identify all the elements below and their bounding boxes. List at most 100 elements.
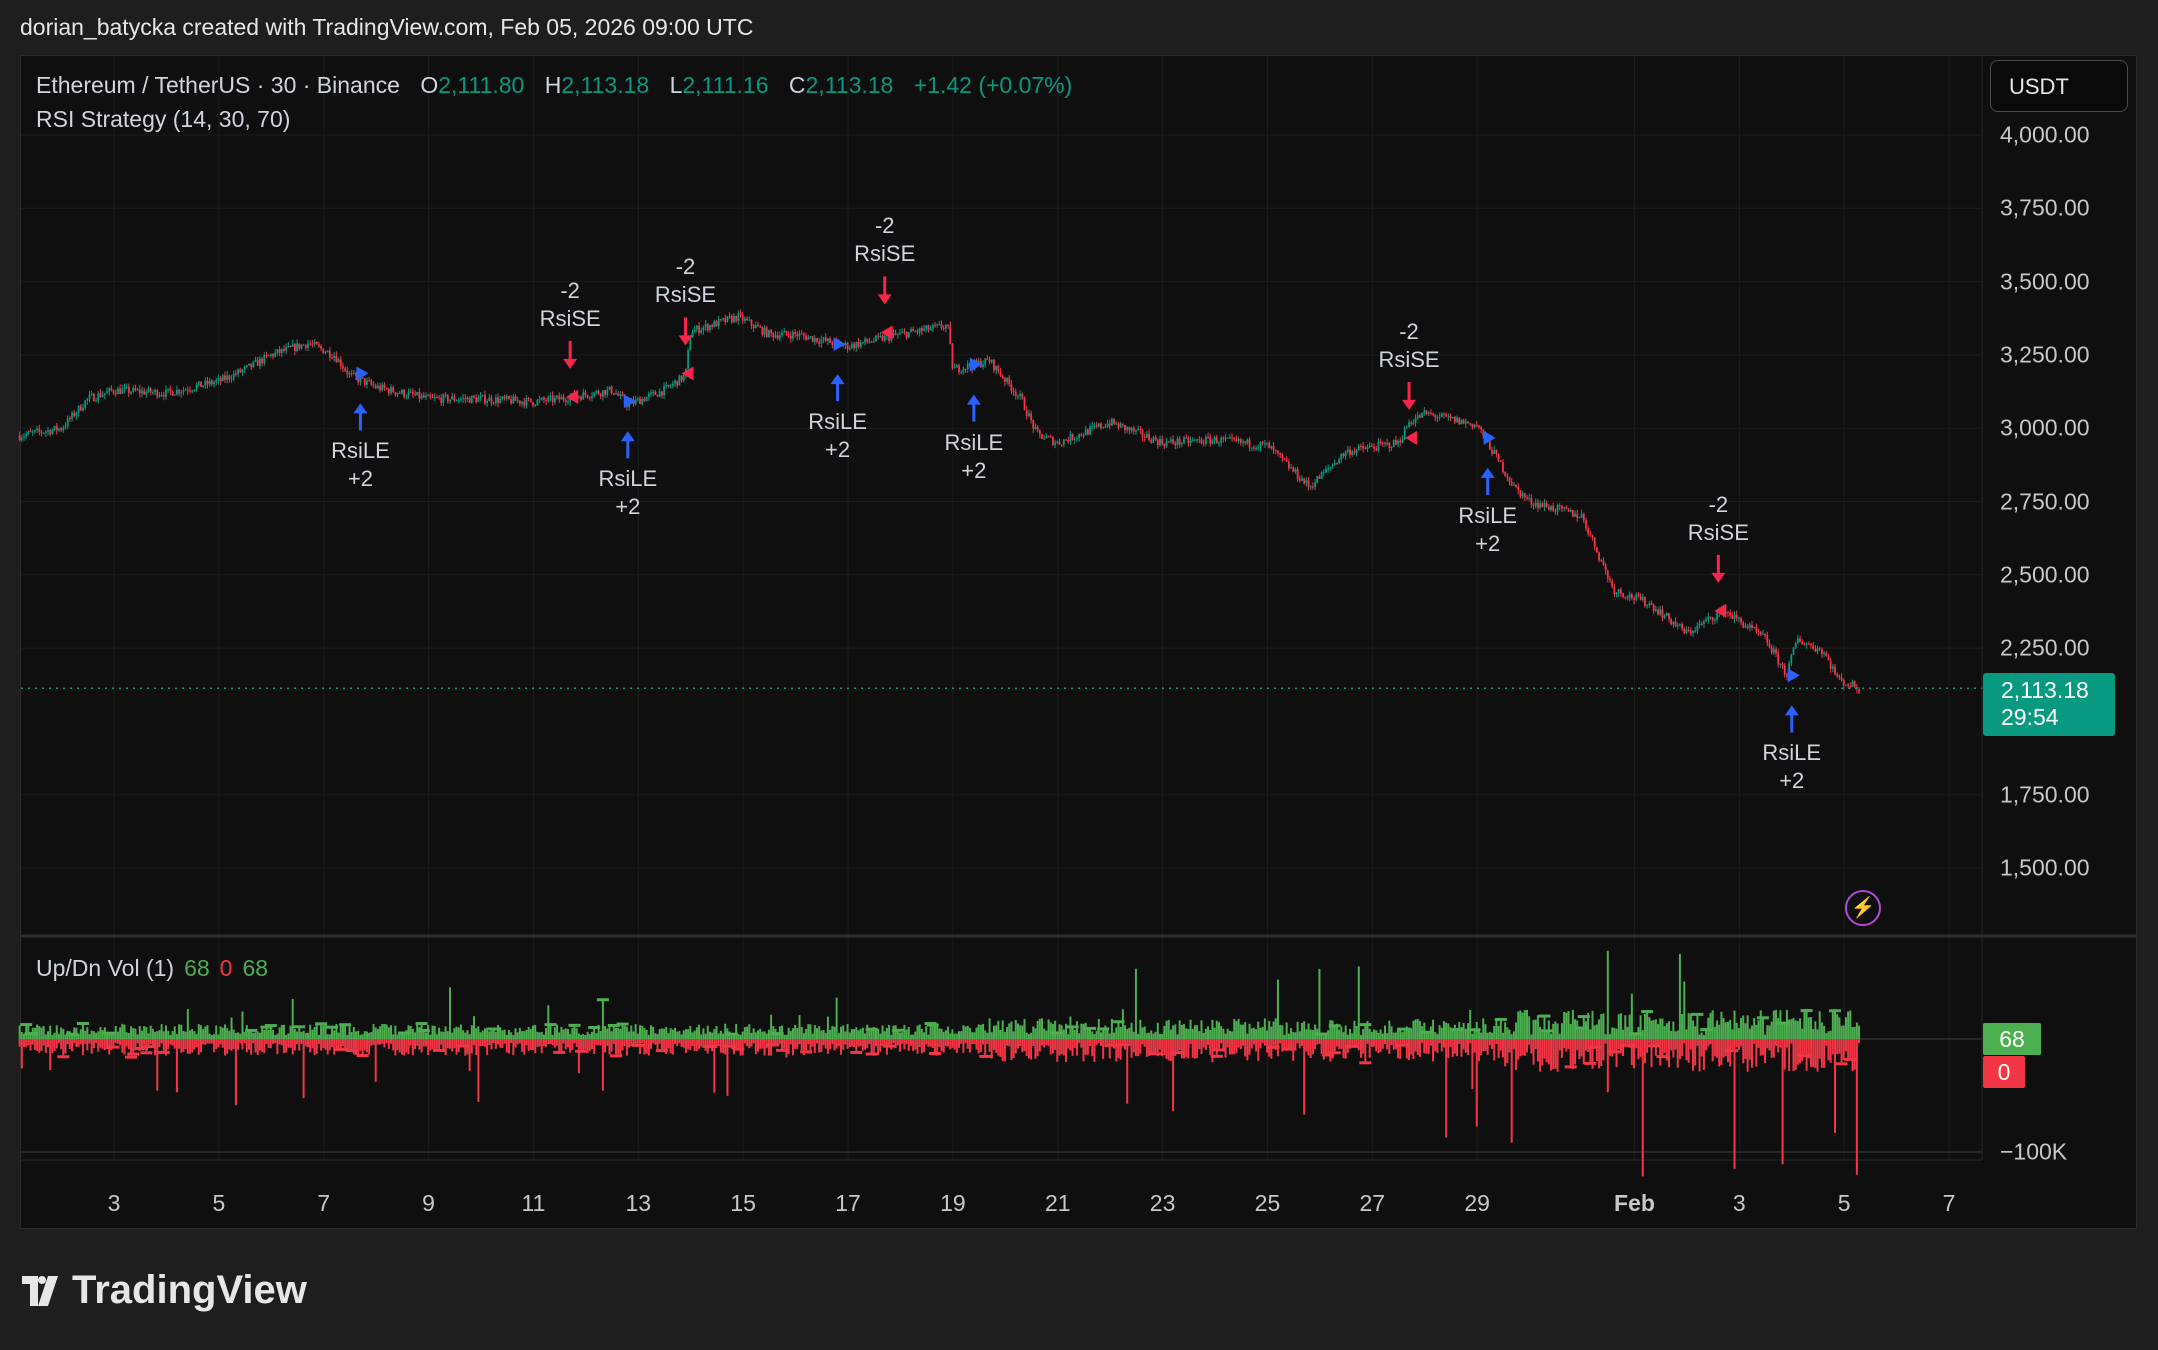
candle-body (1759, 632, 1762, 635)
candle-body (1392, 440, 1395, 448)
candle-body (1838, 676, 1841, 678)
candle-body (1471, 423, 1474, 428)
candle-body (726, 316, 729, 322)
volume-down-bar (304, 1039, 307, 1047)
volume-up-bar (494, 1031, 497, 1039)
volume-down-bar (986, 1039, 989, 1044)
volume-down-bar (127, 1039, 130, 1050)
volume-up-bar (785, 1034, 788, 1039)
candle-body (1246, 439, 1249, 444)
volume-down-bar (164, 1039, 167, 1056)
close-value: 2,113.18 (805, 72, 894, 98)
volume-up-bar (1012, 1031, 1015, 1039)
lightning-icon[interactable]: ⚡ (1845, 890, 1881, 926)
candle-body (604, 390, 606, 395)
volume-legend[interactable]: Up/Dn Vol (1) 68 0 68 (36, 955, 268, 982)
volume-up-bar (368, 1032, 371, 1039)
volume-down-bar (494, 1039, 497, 1049)
candle-body (1429, 412, 1432, 414)
candle-body (1519, 490, 1522, 497)
candle-body (1078, 433, 1081, 438)
volume-down-tick (1116, 1043, 1129, 1047)
currency-button[interactable]: USDT (1990, 60, 2128, 112)
volume-up-bar (217, 1034, 220, 1039)
volume-down-bar (1799, 1039, 1802, 1064)
volume-up-bar (1593, 1025, 1596, 1039)
volume-down-bar (1338, 1039, 1341, 1049)
volume-up-bar (1633, 1032, 1636, 1039)
volume-down-bar (1030, 1039, 1033, 1060)
candle-body (1762, 634, 1764, 636)
volume-down-bar (71, 1039, 74, 1052)
candle-body (1630, 593, 1633, 599)
volume-up-bar (1086, 1029, 1089, 1039)
volume-down-bar (429, 1039, 432, 1051)
candle-body (639, 398, 641, 405)
volume-up-bar (846, 1024, 849, 1039)
volume-down-bar (1281, 1039, 1284, 1052)
candle-body (1491, 449, 1493, 454)
volume-down-bar (999, 1039, 1002, 1057)
volume-down-bar (1178, 1039, 1181, 1051)
volume-up-bar (1287, 1033, 1290, 1039)
volume-down-bar (785, 1039, 788, 1058)
candle-body (269, 354, 272, 356)
strategy-legend[interactable]: RSI Strategy (14, 30, 70) (36, 106, 291, 132)
volume-up-bar (732, 1034, 735, 1039)
long-entry-label: RsiLE +2 (331, 437, 390, 493)
volume-up-bar (1707, 1017, 1710, 1039)
volume-down-tick (1647, 1044, 1660, 1048)
candle-body (1768, 643, 1771, 648)
volume-up-bar (1228, 1030, 1231, 1039)
volume-up-bar (416, 1024, 419, 1039)
symbol-name[interactable]: Ethereum / TetherUS · 30 · Binance (36, 72, 400, 98)
candle-body (1473, 424, 1476, 428)
volume-down-bar (213, 1039, 216, 1053)
candle-body (1460, 419, 1463, 425)
volume-down-bar (916, 1039, 919, 1054)
candle-body (1508, 477, 1511, 482)
candle-body (1705, 619, 1708, 622)
volume-up-bar (1296, 1021, 1299, 1039)
volume-down-bar (1034, 1039, 1037, 1059)
candle-body (997, 365, 1000, 372)
candle-body (1058, 441, 1061, 445)
candle-body (93, 393, 95, 402)
volume-up-bar (186, 1009, 189, 1039)
volume-up-bar (527, 1026, 530, 1039)
candle-body (912, 329, 915, 332)
volume-up-tick (1494, 1017, 1507, 1021)
volume-up-bar (532, 1025, 535, 1039)
volume-down-bar (573, 1039, 576, 1044)
candle-body (1438, 416, 1441, 418)
volume-up-bar (151, 1028, 154, 1039)
short-entry-label: -2 RsiSE (1378, 318, 1439, 374)
volume-up-bar (1565, 1012, 1568, 1039)
volume-down-bar (1373, 1039, 1376, 1047)
volume-down-bar (933, 1039, 936, 1052)
volume-up-bar (687, 1029, 690, 1039)
candle-body (1512, 484, 1515, 486)
volume-up-bar (1043, 1028, 1046, 1039)
candle-body (1381, 442, 1384, 444)
candle-body (1545, 502, 1548, 507)
volume-up-bar (1781, 1023, 1784, 1039)
volume-down-bar (1501, 1039, 1504, 1058)
volume-down-bar (1772, 1039, 1775, 1058)
candle-body (202, 385, 205, 387)
volume-down-bar (1674, 1039, 1677, 1050)
volume-up-bar (84, 1030, 87, 1039)
volume-down-bar (1491, 1039, 1494, 1049)
signal-qty: +2 (824, 437, 851, 463)
candle-body (169, 388, 172, 392)
tradingview-logo[interactable]: TradingView (22, 1268, 307, 1313)
volume-down-bar (92, 1039, 95, 1049)
volume-down-bar (1593, 1039, 1596, 1046)
candle-body (1427, 412, 1430, 415)
volume-up-bar (49, 1025, 52, 1039)
candle-body (64, 426, 67, 428)
volume-up-badge: 68 (1983, 1023, 2041, 1055)
volume-down-bar (809, 1039, 812, 1054)
candle-body (934, 324, 936, 326)
